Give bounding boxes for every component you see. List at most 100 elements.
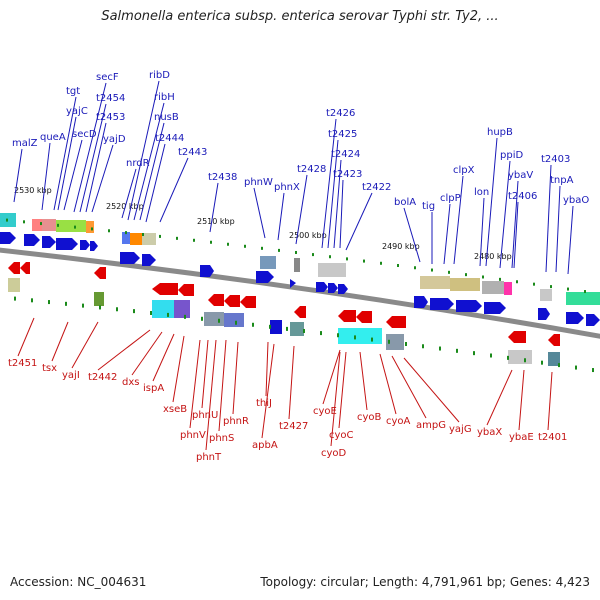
leader-line	[79, 103, 107, 213]
gene-label-hupB[interactable]: hupB	[487, 127, 513, 138]
gene-label-t2425[interactable]: t2425	[328, 129, 357, 140]
leader-line	[545, 164, 552, 273]
gene-label-t2427[interactable]: t2427	[279, 421, 308, 432]
gene-label-ribD[interactable]: ribD	[149, 70, 170, 81]
gene-label-cyoD[interactable]: cyoD	[321, 448, 347, 459]
gene-label-cyoB[interactable]: cyoB	[357, 412, 382, 423]
tick-mark	[133, 309, 135, 314]
tick-mark	[269, 324, 271, 329]
gene-label-phnX[interactable]: phnX	[274, 182, 300, 193]
gene-label-phnT[interactable]: phnT	[196, 452, 222, 463]
tick-mark	[167, 312, 169, 317]
gene-label-ybaV[interactable]: ybaV	[508, 170, 533, 181]
leader-line	[265, 341, 269, 397]
tick-mark	[354, 335, 356, 340]
gene-label-secF[interactable]: secF	[96, 72, 119, 83]
gene-label-t2403[interactable]: t2403	[541, 154, 570, 165]
leader-line	[479, 197, 485, 267]
gene-label-t2451[interactable]: t2451	[8, 358, 37, 369]
kbp-label: 2490 kbp	[382, 242, 420, 251]
leader-line	[85, 122, 107, 213]
gene-label-ybaE[interactable]: ybaE	[509, 432, 534, 443]
gene-label-apbA[interactable]: apbA	[252, 440, 278, 451]
leader-line	[391, 355, 427, 419]
gene-label-cyoC[interactable]: cyoC	[329, 430, 354, 441]
gene-label-ampG[interactable]: ampG	[416, 420, 446, 431]
leader-line	[453, 175, 464, 265]
gene-label-bolA[interactable]: bolA	[394, 197, 416, 208]
gene-label-t2423[interactable]: t2423	[333, 169, 362, 180]
gene-label-yajI[interactable]: yajI	[62, 370, 80, 381]
tick-mark	[456, 348, 458, 353]
gene-label-t2454[interactable]: t2454	[96, 93, 125, 104]
tick-mark	[295, 250, 297, 254]
tick-mark	[337, 333, 339, 338]
tick-mark	[193, 238, 195, 242]
gene-label-yajG[interactable]: yajG	[449, 424, 472, 435]
gene-label-tgt[interactable]: tgt	[66, 86, 80, 97]
gene-label-ppiD[interactable]: ppiD	[500, 150, 523, 161]
gene-label-nusB[interactable]: nusB	[154, 112, 179, 123]
leader-line	[51, 321, 69, 362]
tick-mark	[116, 307, 118, 312]
gene-label-dxs[interactable]: dxs	[122, 377, 139, 388]
gene-label-t2428[interactable]: t2428	[297, 164, 326, 175]
leader-line	[71, 321, 99, 369]
leader-line	[485, 137, 498, 267]
gene-label-cyoE[interactable]: cyoE	[313, 406, 337, 417]
gene-label-t2438[interactable]: t2438	[208, 172, 237, 183]
leader-line	[91, 144, 114, 213]
gene-label-phnW[interactable]: phnW	[244, 177, 273, 188]
gene-label-clpX[interactable]: clpX	[453, 165, 475, 176]
gene-label-t2442[interactable]: t2442	[88, 372, 117, 383]
gene-label-t2443[interactable]: t2443	[178, 147, 207, 158]
gene-label-t2424[interactable]: t2424	[331, 149, 360, 160]
leader-line	[333, 159, 342, 249]
gene-label-tig[interactable]: tig	[422, 201, 435, 212]
leader-line	[189, 339, 201, 429]
leader-line	[403, 357, 460, 423]
gene-label-t2422[interactable]: t2422	[362, 182, 391, 193]
gene-label-secD[interactable]: secD	[72, 129, 97, 140]
gene-label-t2406[interactable]: t2406	[508, 191, 537, 202]
gene-label-phnR[interactable]: phnR	[223, 416, 249, 427]
gene-label-ybaO[interactable]: ybaO	[563, 195, 589, 206]
gene-label-tnpA[interactable]: tnpA	[550, 175, 574, 186]
gene-label-t2426[interactable]: t2426	[326, 108, 355, 119]
tick-mark	[473, 351, 475, 356]
gene-label-malZ[interactable]: malZ	[12, 138, 38, 149]
tick-mark	[422, 344, 424, 349]
tick-mark	[448, 270, 450, 274]
gene-label-ybaX[interactable]: ybaX	[477, 427, 502, 438]
tick-mark	[524, 358, 526, 363]
gene-label-ispA[interactable]: ispA	[143, 383, 164, 394]
gene-label-queA[interactable]: queA	[40, 132, 66, 143]
gene-label-clpP[interactable]: clpP	[440, 193, 461, 204]
gene-label-ribH[interactable]: ribH	[154, 92, 175, 103]
gene-label-yajD[interactable]: yajD	[103, 134, 126, 145]
tick-mark	[218, 318, 220, 323]
gene-label-t2401[interactable]: t2401	[538, 432, 567, 443]
gene-label-nrdR[interactable]: nrdR	[126, 158, 150, 169]
gene-label-phnV[interactable]: phnV	[180, 430, 206, 441]
gene-label-phnS[interactable]: phnS	[209, 433, 234, 444]
leader-line	[379, 353, 397, 415]
leader-line	[205, 339, 217, 451]
gene-label-yajC[interactable]: yajC	[66, 106, 88, 117]
tick-mark	[363, 259, 365, 263]
leader-line	[73, 82, 107, 213]
gene-label-phnU[interactable]: phnU	[192, 410, 218, 421]
gene-label-cyoA[interactable]: cyoA	[386, 416, 411, 427]
tick-mark	[65, 301, 67, 306]
leader-line	[261, 343, 275, 439]
gene-label-t2453[interactable]: t2453	[96, 112, 125, 123]
gene-label-tsx[interactable]: tsx	[42, 363, 57, 374]
gene-label-lon[interactable]: lon	[474, 187, 489, 198]
leader-line	[295, 174, 308, 245]
leader-line	[339, 179, 344, 249]
gene-label-thiJ[interactable]: thiJ	[256, 398, 272, 409]
tick-mark	[346, 257, 348, 261]
leader-line	[133, 102, 165, 221]
gene-label-t2444[interactable]: t2444	[155, 133, 184, 144]
gene-label-xseB[interactable]: xseB	[163, 404, 187, 415]
